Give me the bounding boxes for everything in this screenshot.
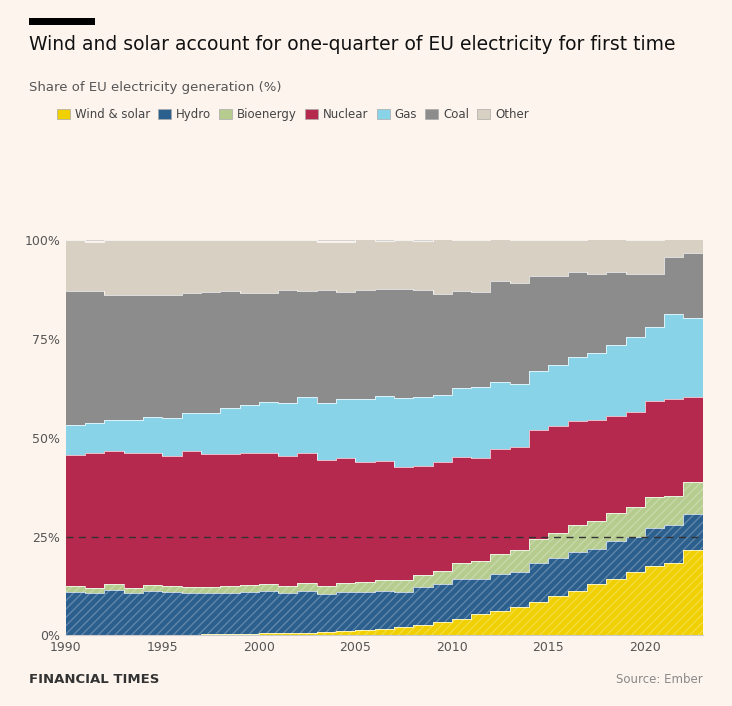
Legend: Wind & solar, Hydro, Bioenergy, Nuclear, Gas, Coal, Other: Wind & solar, Hydro, Bioenergy, Nuclear,… (57, 108, 529, 121)
Text: Source: Ember: Source: Ember (616, 674, 703, 686)
Text: FINANCIAL TIMES: FINANCIAL TIMES (29, 674, 160, 686)
Text: Share of EU electricity generation (%): Share of EU electricity generation (%) (29, 81, 282, 94)
Text: Wind and solar account for one-quarter of EU electricity for first time: Wind and solar account for one-quarter o… (29, 35, 676, 54)
